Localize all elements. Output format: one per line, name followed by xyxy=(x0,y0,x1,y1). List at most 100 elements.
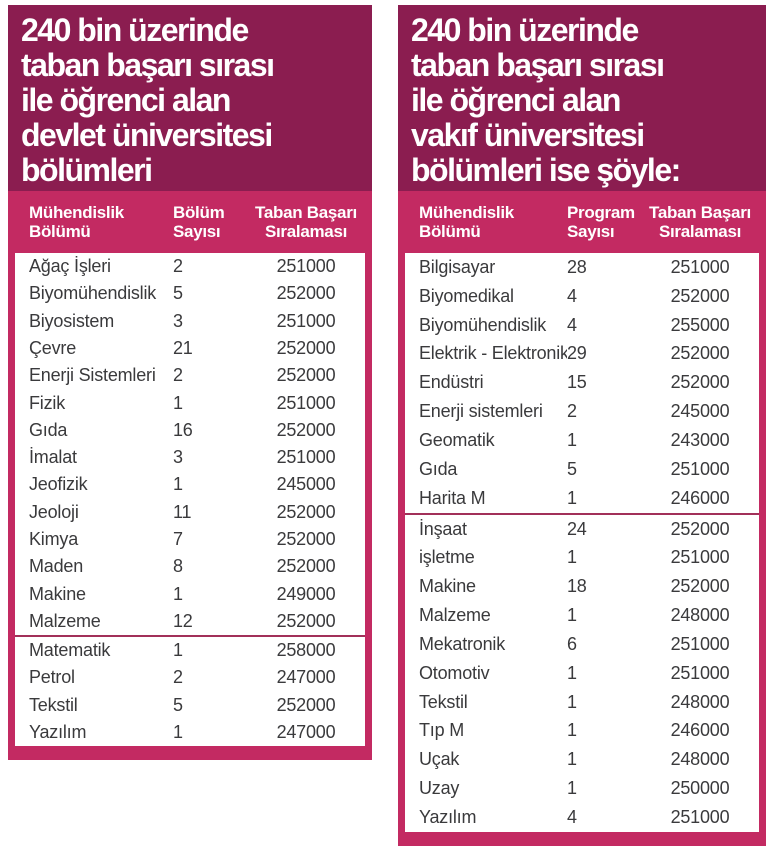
department-name: Biyomühendislik xyxy=(29,283,157,304)
rank-value: 252000 xyxy=(276,283,336,304)
department-name: Biyomühendislik xyxy=(419,314,547,335)
department-name: Makine xyxy=(29,583,86,604)
table-row: Jeoloji 11 252000 xyxy=(15,499,365,526)
column-header-rank: Taban Başarı Sıralaması xyxy=(255,203,357,241)
department-name: Biyomedikal xyxy=(419,285,514,306)
rank-value: 252000 xyxy=(276,365,336,386)
program-count: 4 xyxy=(567,285,577,306)
program-count: 18 xyxy=(567,576,587,597)
panel-title: 240 bin üzerinde taban başarı sırası ile… xyxy=(398,5,766,191)
rank-value: 251000 xyxy=(276,310,336,331)
table-row: Petrol 2 247000 xyxy=(15,664,365,691)
table-row: Jeofizik 1 245000 xyxy=(15,471,365,498)
rank-value: 247000 xyxy=(276,667,336,688)
department-name: Enerji sistemleri xyxy=(419,401,543,422)
rank-value: 252000 xyxy=(670,372,730,393)
table-row: Tekstil 5 252000 xyxy=(15,692,365,719)
rank-value: 251000 xyxy=(276,256,336,277)
column-header-department: Mühendislik Bölümü xyxy=(29,203,124,241)
program-count: 1 xyxy=(567,662,577,683)
program-count: 4 xyxy=(567,314,577,335)
column-header-row: Mühendislik Bölümü Bölüm Sayısı Taban Ba… xyxy=(8,191,372,253)
program-count: 2 xyxy=(173,667,183,688)
rank-value: 251000 xyxy=(276,447,336,468)
table-row: Geomatik 1 243000 xyxy=(405,426,759,455)
department-name: Makine xyxy=(419,576,476,597)
program-count: 1 xyxy=(567,691,577,712)
department-name: Yazılım xyxy=(29,721,87,742)
department-name: Bilgisayar xyxy=(419,256,496,277)
table-row: Biyosistem 3 251000 xyxy=(15,308,365,335)
department-name: Jeofizik xyxy=(29,474,88,495)
program-count: 5 xyxy=(173,694,183,715)
rank-value: 251000 xyxy=(670,633,730,654)
program-count: 2 xyxy=(173,365,183,386)
program-count: 4 xyxy=(567,806,577,827)
rank-value: 252000 xyxy=(276,556,336,577)
department-name: Gıda xyxy=(29,419,68,440)
foundation-universities-panel: 240 bin üzerinde taban başarı sırası ile… xyxy=(398,5,766,846)
department-name: Geomatik xyxy=(419,429,495,450)
department-name: Tekstil xyxy=(419,691,468,712)
program-count: 1 xyxy=(567,547,577,568)
program-count: 5 xyxy=(567,458,577,479)
table-row: Biyomühendislik 5 252000 xyxy=(15,280,365,307)
column-header-count: Program Sayısı xyxy=(567,203,635,241)
column-header-row: Mühendislik Bölümü Program Sayısı Taban … xyxy=(398,191,766,253)
table-row: İmalat 3 251000 xyxy=(15,444,365,471)
program-count: 1 xyxy=(567,749,577,770)
rank-value: 248000 xyxy=(670,605,730,626)
table-row: İnşaat 24 252000 xyxy=(405,512,759,544)
table-row: Elektrik - Elektronik 29 252000 xyxy=(405,340,759,369)
program-count: 1 xyxy=(567,487,577,508)
department-name: İnşaat xyxy=(419,518,467,539)
table-row: Yazılım 4 251000 xyxy=(405,803,759,832)
table-row: Maden 8 252000 xyxy=(15,553,365,580)
department-name: Harita M xyxy=(419,487,486,508)
rank-value: 248000 xyxy=(670,749,730,770)
table-row: Endüstri 15 252000 xyxy=(405,368,759,397)
rank-value: 248000 xyxy=(670,691,730,712)
panel-title: 240 bin üzerinde taban başarı sırası ile… xyxy=(8,5,372,191)
department-name: Petrol xyxy=(29,667,75,688)
program-count: 3 xyxy=(173,447,183,468)
department-name: Ağaç İşleri xyxy=(29,256,111,277)
column-header-rank: Taban Başarı Sıralaması xyxy=(649,203,751,241)
rank-value: 251000 xyxy=(670,806,730,827)
program-count: 1 xyxy=(567,605,577,626)
department-name: Kimya xyxy=(29,528,79,549)
table-row: Otomotiv 1 251000 xyxy=(405,659,759,688)
table-row: Mekatronik 6 251000 xyxy=(405,630,759,659)
program-count: 1 xyxy=(173,640,183,661)
program-count: 1 xyxy=(567,778,577,799)
rank-value: 251000 xyxy=(670,458,730,479)
program-count: 3 xyxy=(173,310,183,331)
department-name: Maden xyxy=(29,556,84,577)
rank-value: 250000 xyxy=(670,778,730,799)
state-universities-panel: 240 bin üzerinde taban başarı sırası ile… xyxy=(8,5,372,760)
table-row: Enerji Sistemleri 2 252000 xyxy=(15,362,365,389)
department-name: Yazılım xyxy=(419,806,477,827)
program-count: 28 xyxy=(567,256,587,277)
rank-value: 252000 xyxy=(276,528,336,549)
program-count: 7 xyxy=(173,528,183,549)
table-row: Matematik 1 258000 xyxy=(15,634,365,664)
rank-value: 252000 xyxy=(276,419,336,440)
rank-value: 246000 xyxy=(670,720,730,741)
program-count: 1 xyxy=(567,429,577,450)
rank-value: 252000 xyxy=(670,285,730,306)
table-row: Kimya 7 252000 xyxy=(15,526,365,553)
rank-value: 251000 xyxy=(276,392,336,413)
department-name: Malzeme xyxy=(29,610,101,631)
program-count: 2 xyxy=(173,256,183,277)
program-count: 8 xyxy=(173,556,183,577)
program-count: 21 xyxy=(173,337,193,358)
program-count: 15 xyxy=(567,372,587,393)
program-count: 2 xyxy=(567,401,577,422)
rank-value: 258000 xyxy=(276,640,336,661)
department-name: Fizik xyxy=(29,392,65,413)
department-name: Uzay xyxy=(419,778,460,799)
table-row: işletme 1 251000 xyxy=(405,543,759,572)
rank-value: 243000 xyxy=(670,429,730,450)
program-count: 29 xyxy=(567,343,587,364)
